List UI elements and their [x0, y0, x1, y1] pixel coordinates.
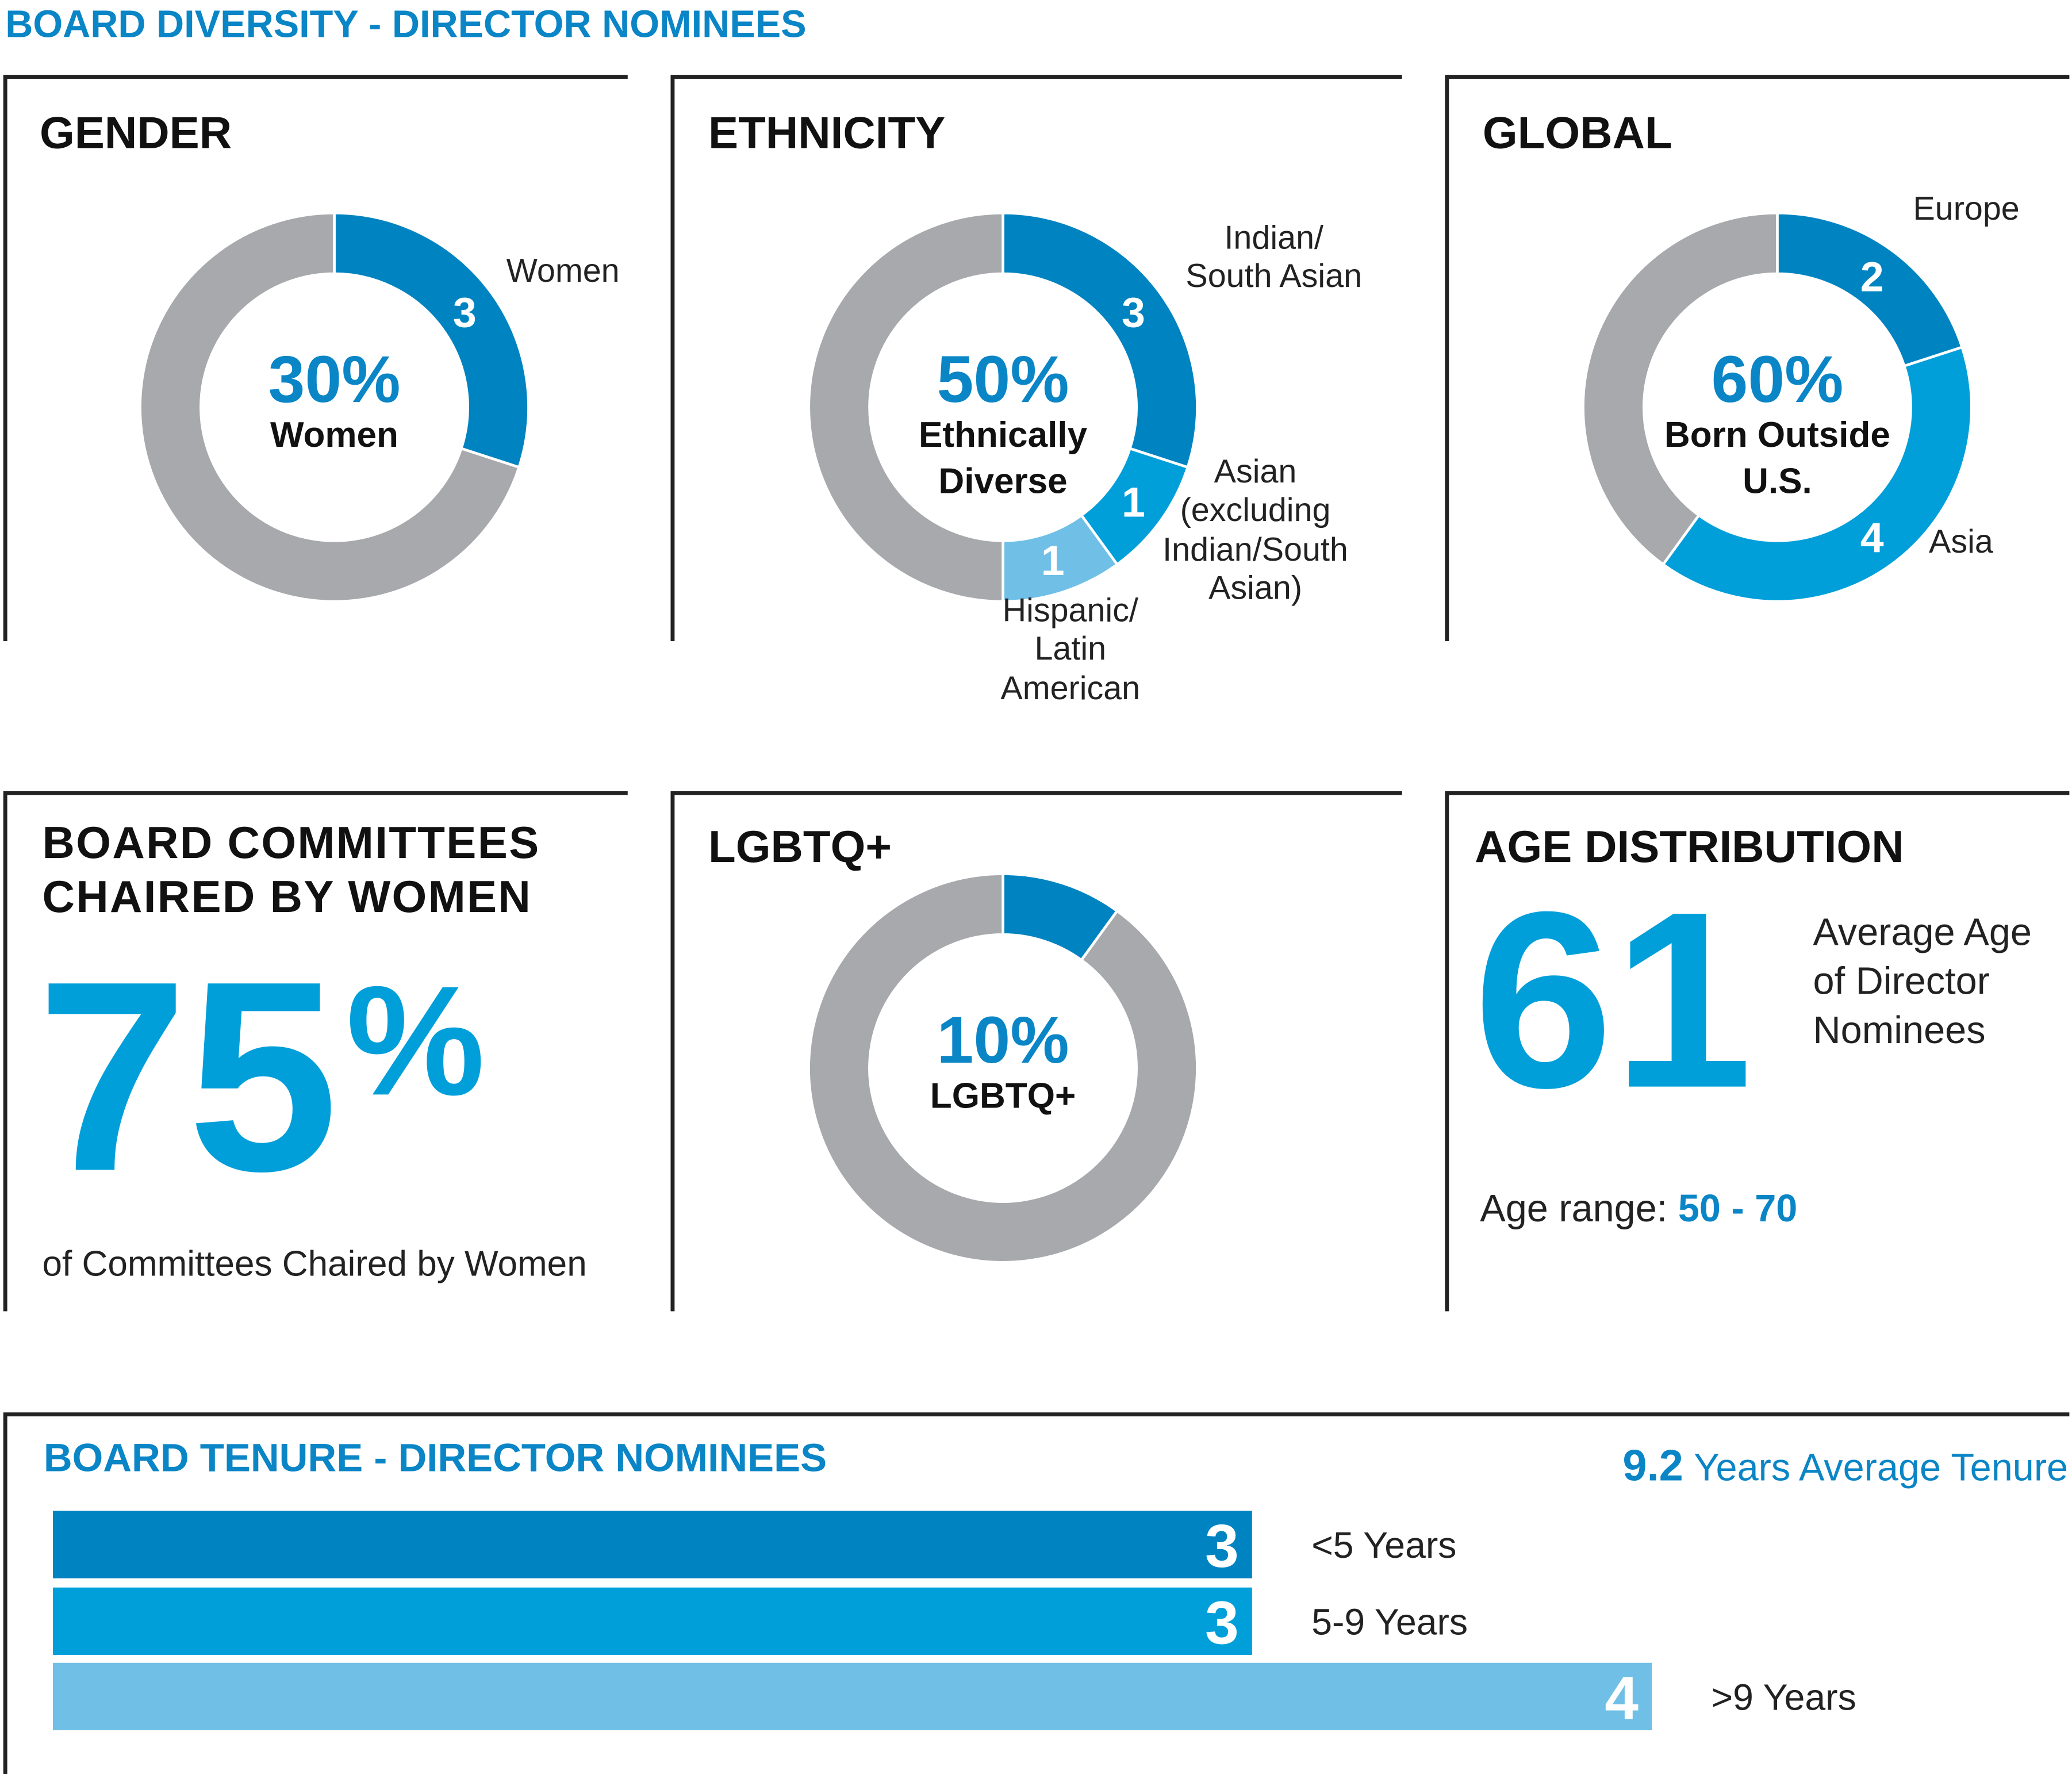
bar-value-label: 4: [1605, 1664, 1639, 1732]
segment-value-label: 1: [1122, 478, 1145, 526]
bar-value-label: 3: [1205, 1512, 1239, 1580]
frame: [670, 75, 1402, 642]
category-label-box: Asian (excluding Indian/South Asian): [1162, 453, 1348, 607]
average-label: Years Average Tenure: [1694, 1447, 2068, 1489]
age-value: 61: [1474, 860, 1753, 1140]
panel-title: AGE DISTRIBUTION: [1475, 821, 1904, 872]
center-value: 10%: [937, 1003, 1069, 1077]
panel-title: GENDER: [40, 108, 232, 158]
average-tenure: 9.2 Years Average Tenure: [1622, 1442, 2068, 1490]
category-label: Indian/ South Asian: [1185, 219, 1363, 296]
center-label-box: LGBTQ+: [930, 1076, 1076, 1116]
panel-title: ETHNICITY: [708, 108, 945, 158]
panel-title-box: BOARD COMMITTEES CHAIRED BY WOMEN: [42, 818, 540, 924]
frame: [3, 1412, 2070, 1774]
donut-segment: [1582, 212, 1779, 566]
bar: [52, 1511, 1252, 1578]
bar: [52, 1662, 1652, 1730]
bar-category-label: <5 Years: [1311, 1524, 1456, 1566]
center-label: Ethnically Diverse: [918, 415, 1088, 501]
donut-segment: [807, 872, 1199, 1264]
panel-title: BOARD COMMITTEES CHAIRED BY WOMEN: [42, 818, 540, 924]
category-label: Asian (excluding Indian/South Asian): [1162, 453, 1348, 607]
frame: [1445, 75, 2070, 642]
age-range: Age range: 50 - 70: [1480, 1187, 1797, 1230]
category-label-box: Hispanic/ Latin American: [1000, 592, 1141, 707]
age-label-box: Average Age of Director Nominees: [1813, 912, 2032, 1053]
panel-title: BOARD TENURE - DIRECTOR NOMINEES: [44, 1435, 827, 1480]
center-label: Born Outside U.S.: [1664, 415, 1890, 501]
center-label-box: Women: [270, 415, 398, 455]
category-label-box: Women: [506, 252, 620, 290]
donut-segment: [807, 212, 1004, 603]
category-label-box: Europe: [1913, 190, 2020, 228]
donut-segment: [1661, 345, 1973, 603]
frame: [1445, 791, 2070, 1312]
center-label-box: Born Outside U.S.: [1664, 415, 1890, 501]
category-label-box: Indian/ South Asian: [1185, 219, 1363, 296]
age-range-label: Age range:: [1480, 1187, 1678, 1230]
category-label-box: Asia: [1929, 523, 1993, 561]
category-label: Asia: [1929, 523, 1993, 561]
stat-unit: %: [346, 953, 485, 1128]
age-label: Average Age of Director Nominees: [1813, 912, 2032, 1053]
panel-title: LGBTQ+: [708, 821, 892, 872]
center-value: 60%: [1711, 343, 1843, 416]
frame: [670, 791, 1402, 1312]
age-range-value: 50 - 70: [1678, 1187, 1797, 1230]
panel-title: GLOBAL: [1483, 108, 1672, 158]
bar-category-label: >9 Years: [1712, 1676, 1856, 1718]
frame: [3, 75, 628, 642]
panel-frames: [3, 75, 2070, 1774]
category-label: Hispanic/ Latin American: [1000, 592, 1141, 707]
donut-segment: [333, 212, 530, 469]
category-label: Europe: [1913, 190, 2020, 228]
segment-value-label: 3: [453, 289, 477, 336]
frame: [3, 791, 628, 1312]
donut-segment: [1776, 212, 1964, 368]
center-label: Women: [270, 415, 398, 455]
bar-category-label: 5-9 Years: [1311, 1601, 1468, 1642]
bar-value-label: 3: [1205, 1589, 1239, 1657]
center-value: 50%: [937, 343, 1069, 416]
segment-value-label: 2: [1860, 253, 1884, 301]
category-label: Women: [506, 252, 620, 290]
donut-segment: [139, 212, 521, 603]
segment-value-label: 4: [1860, 514, 1884, 561]
center-label-box: Ethnically Diverse: [918, 415, 1088, 501]
donut-segment: [1002, 212, 1199, 469]
segment-value-label: 3: [1122, 289, 1145, 336]
center-label: LGBTQ+: [930, 1076, 1076, 1116]
stat-caption: of Committees Chaired by Women: [43, 1244, 587, 1283]
bar: [52, 1587, 1252, 1655]
center-value: 30%: [268, 343, 401, 416]
average-value: 9.2: [1622, 1442, 1683, 1490]
page-title: BOARD DIVERSITY - DIRECTOR NOMINEES: [5, 3, 806, 46]
segment-value-label: 1: [1041, 537, 1065, 584]
stat-value: 75: [37, 924, 338, 1227]
